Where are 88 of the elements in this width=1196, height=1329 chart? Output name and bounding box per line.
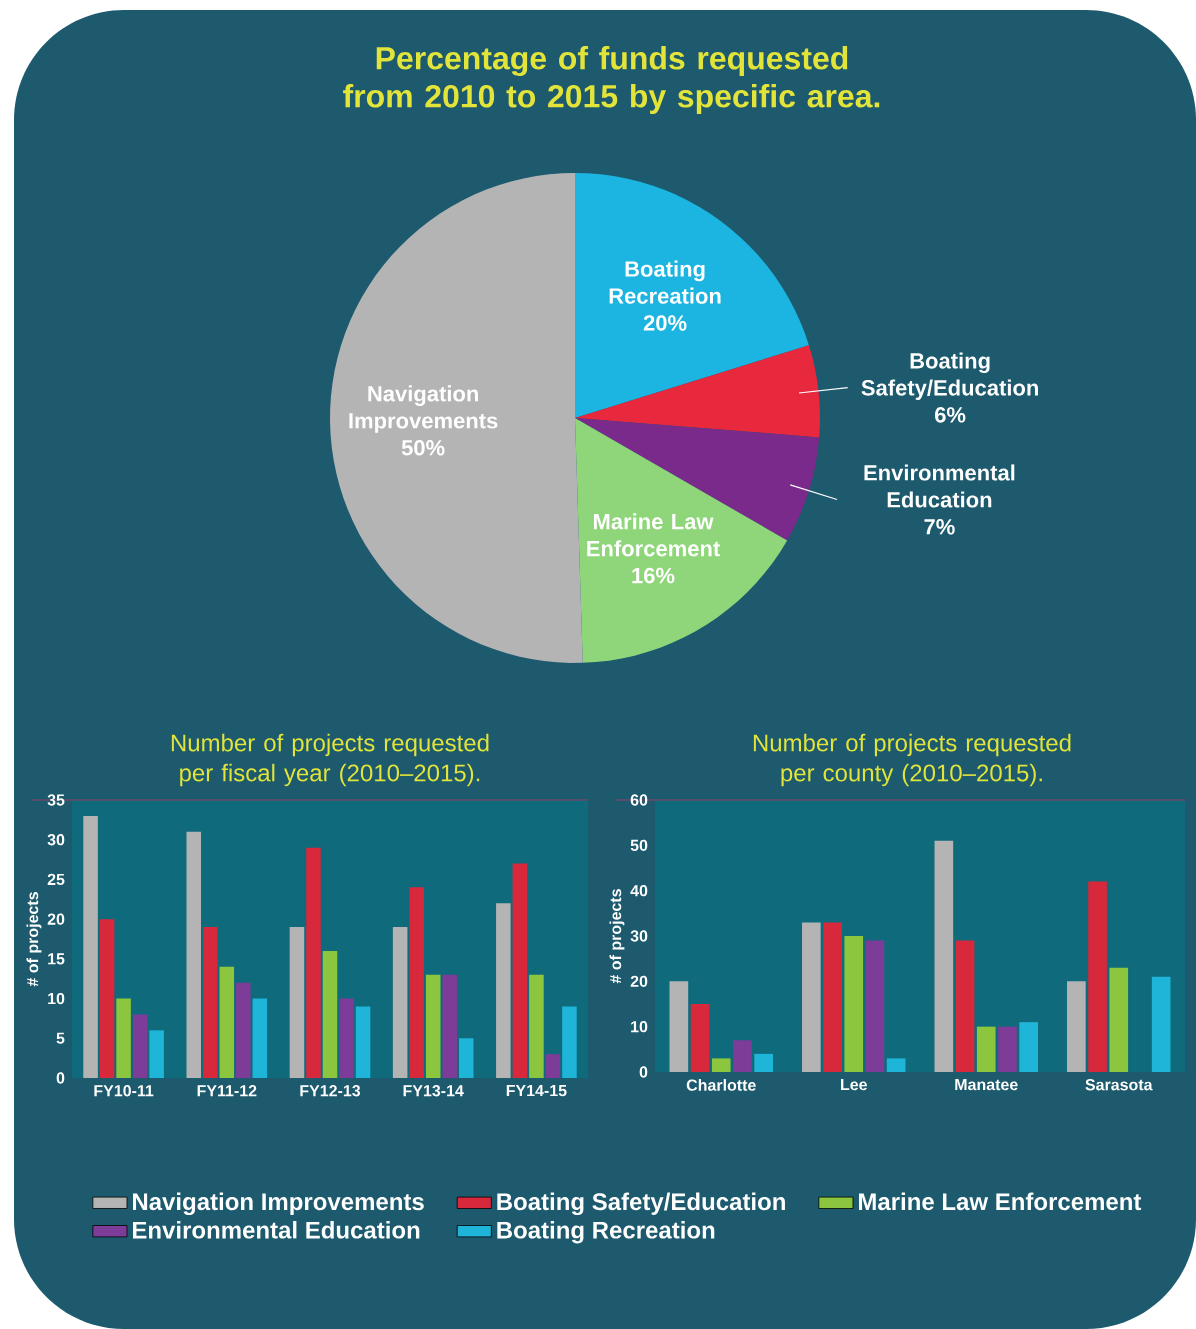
- bar: [132, 1014, 148, 1078]
- y-tick-label: 30: [47, 834, 65, 846]
- slice-label: Marine Law Enforcement: [587, 513, 720, 557]
- bar: [252, 998, 268, 1078]
- bar: [289, 927, 305, 1078]
- bar: [409, 887, 424, 1078]
- bar: [669, 981, 689, 1072]
- bar: [392, 927, 408, 1078]
- x-tick-label: Charlotte: [686, 1079, 756, 1091]
- bar: [998, 1026, 1017, 1072]
- bar: [322, 950, 338, 1078]
- bar: [219, 966, 235, 1078]
- y-tick-label: 0: [639, 1066, 648, 1078]
- bar: [934, 840, 954, 1072]
- bar: [425, 974, 441, 1078]
- bar: [754, 1053, 773, 1072]
- x-tick-label: FY13-14: [403, 1085, 464, 1097]
- x-tick-label: Sarasota: [1085, 1079, 1153, 1091]
- y-tick-label: 0: [56, 1072, 65, 1084]
- bar: [339, 998, 354, 1078]
- bar: [306, 847, 321, 1078]
- chart-title: Percentage of funds requested from 2010 to 2015 by specific area.: [343, 46, 880, 114]
- bar: [116, 998, 131, 1078]
- y-tick-label: 20: [630, 975, 648, 987]
- y-tick-label: 35: [47, 794, 65, 806]
- slice-label: Navigation Improvements: [349, 385, 498, 433]
- bar: [496, 903, 511, 1078]
- x-tick-label: Manatee: [955, 1079, 1018, 1091]
- bar: [690, 1004, 710, 1072]
- y-axis-title: # of projects: [609, 889, 625, 984]
- slice-label: Boating Safety/Education: [861, 352, 1038, 400]
- bar: [886, 1058, 906, 1072]
- y-tick-label: 15: [48, 953, 65, 965]
- bar: [1151, 976, 1171, 1072]
- data-label: 20%: [643, 315, 687, 331]
- x-tick-label: FY12-13: [300, 1085, 361, 1097]
- y-tick-label: 20: [47, 913, 65, 925]
- bar: [99, 919, 115, 1078]
- y-tick-label: 25: [47, 873, 65, 886]
- bar: [203, 927, 218, 1078]
- chart-title: Number of projects requested per county (2010–2015).: [753, 733, 1071, 787]
- y-tick-label: 30: [630, 930, 648, 942]
- y-tick-label: 50: [630, 839, 648, 852]
- bar: [83, 815, 98, 1078]
- legend-label: Environmental Education: [133, 1221, 420, 1239]
- x-tick-label: FY11-12: [197, 1085, 257, 1097]
- bar: [711, 1058, 731, 1072]
- bar: [955, 940, 975, 1072]
- bar: [823, 922, 842, 1072]
- bar: [976, 1026, 996, 1072]
- bar: [529, 974, 544, 1078]
- bar: [1019, 1022, 1038, 1072]
- bar: [149, 1030, 164, 1078]
- y-tick-label: 40: [630, 885, 648, 897]
- slice-label: Environmental Education: [864, 464, 1015, 508]
- bar: [355, 1006, 371, 1078]
- y-tick-label: 10: [631, 1021, 648, 1033]
- bar: [458, 1038, 474, 1078]
- legend-label: Boating Recreation: [497, 1221, 715, 1244]
- legend-label: Boating Safety/Education: [497, 1192, 785, 1216]
- bar: [442, 974, 457, 1078]
- x-tick-label: Lee: [841, 1079, 867, 1091]
- data-label: 7%: [924, 519, 955, 535]
- y-axis-title: # of projects: [26, 892, 42, 987]
- bar: [512, 863, 528, 1078]
- bar: [844, 936, 864, 1072]
- y-tick-label: 10: [48, 992, 65, 1005]
- bar: [802, 922, 821, 1072]
- legend-label: Marine Law Enforcement: [858, 1192, 1142, 1211]
- data-label: 50%: [401, 439, 445, 456]
- y-tick-label: 5: [56, 1032, 65, 1044]
- x-tick-label: FY10-11: [94, 1085, 154, 1097]
- bar: [865, 940, 885, 1072]
- bar: [1109, 967, 1129, 1072]
- bar: [562, 1006, 577, 1078]
- data-label: 6%: [935, 407, 966, 423]
- y-tick-label: 60: [630, 794, 648, 806]
- data-label: 16%: [632, 567, 675, 584]
- bar: [1067, 981, 1086, 1072]
- bar: [186, 831, 202, 1078]
- bar: [545, 1054, 561, 1078]
- chart-title: Number of projects requested per fiscal year (2010–2015).: [171, 733, 489, 787]
- legend-label: Navigation Improvements: [133, 1192, 424, 1216]
- bar: [236, 982, 251, 1078]
- bar: [733, 1040, 752, 1072]
- x-tick-label: FY14-15: [506, 1085, 567, 1097]
- bar: [1088, 881, 1107, 1072]
- slice-label: Boating Recreation: [609, 260, 721, 304]
